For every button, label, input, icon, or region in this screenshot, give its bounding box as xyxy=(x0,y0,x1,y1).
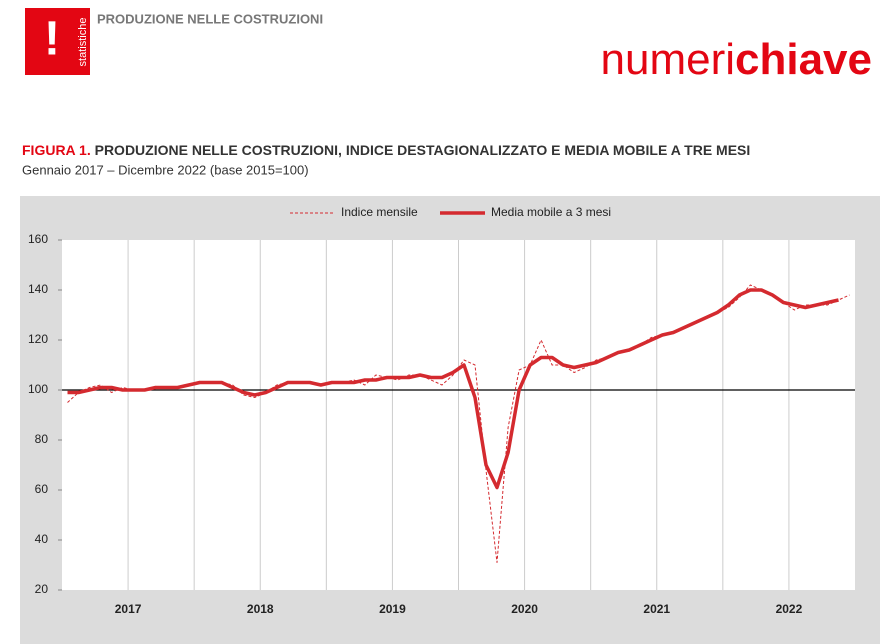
x-tick-label: 2020 xyxy=(511,602,538,616)
logo-text: statistiche xyxy=(77,18,89,67)
brand-light: numeri xyxy=(601,35,736,84)
brand: numerichiave xyxy=(601,35,872,84)
y-tick-label: 100 xyxy=(28,382,48,396)
legend-label: Indice mensile xyxy=(341,205,418,219)
figure-label: FIGURA 1. xyxy=(22,142,91,158)
figure-title: FIGURA 1. PRODUZIONE NELLE COSTRUZIONI, … xyxy=(22,142,750,158)
logo xyxy=(25,8,90,75)
x-tick-label: 2017 xyxy=(115,602,142,616)
figure-subtitle: Gennaio 2017 – Dicembre 2022 (base 2015=… xyxy=(22,162,309,177)
y-tick-label: 120 xyxy=(28,332,48,346)
legend-label: Media mobile a 3 mesi xyxy=(491,205,611,219)
y-tick-label: 40 xyxy=(35,532,49,546)
x-tick-label: 2021 xyxy=(643,602,670,616)
chart: 20 40 60 80 100 120 140 160 2017 2018 2019 2020 2021… xyxy=(28,205,855,616)
x-tick-label: 2018 xyxy=(247,602,274,616)
y-tick-label: 60 xyxy=(35,482,49,496)
y-tick-label: 80 xyxy=(35,432,49,446)
x-tick-label: 2019 xyxy=(379,602,406,616)
figure-title-text: PRODUZIONE NELLE COSTRUZIONI, INDICE DES… xyxy=(95,142,751,158)
x-tick-label: 2022 xyxy=(776,602,803,616)
section-title: PRODUZIONE NELLE COSTRUZIONI xyxy=(97,11,323,26)
y-tick-label: 160 xyxy=(28,232,48,246)
logo-mark: ! xyxy=(44,13,60,66)
brand-bold: chiave xyxy=(735,35,872,84)
y-tick-label: 140 xyxy=(28,282,48,296)
y-tick-label: 20 xyxy=(35,582,49,596)
moving-average-line xyxy=(67,288,839,490)
